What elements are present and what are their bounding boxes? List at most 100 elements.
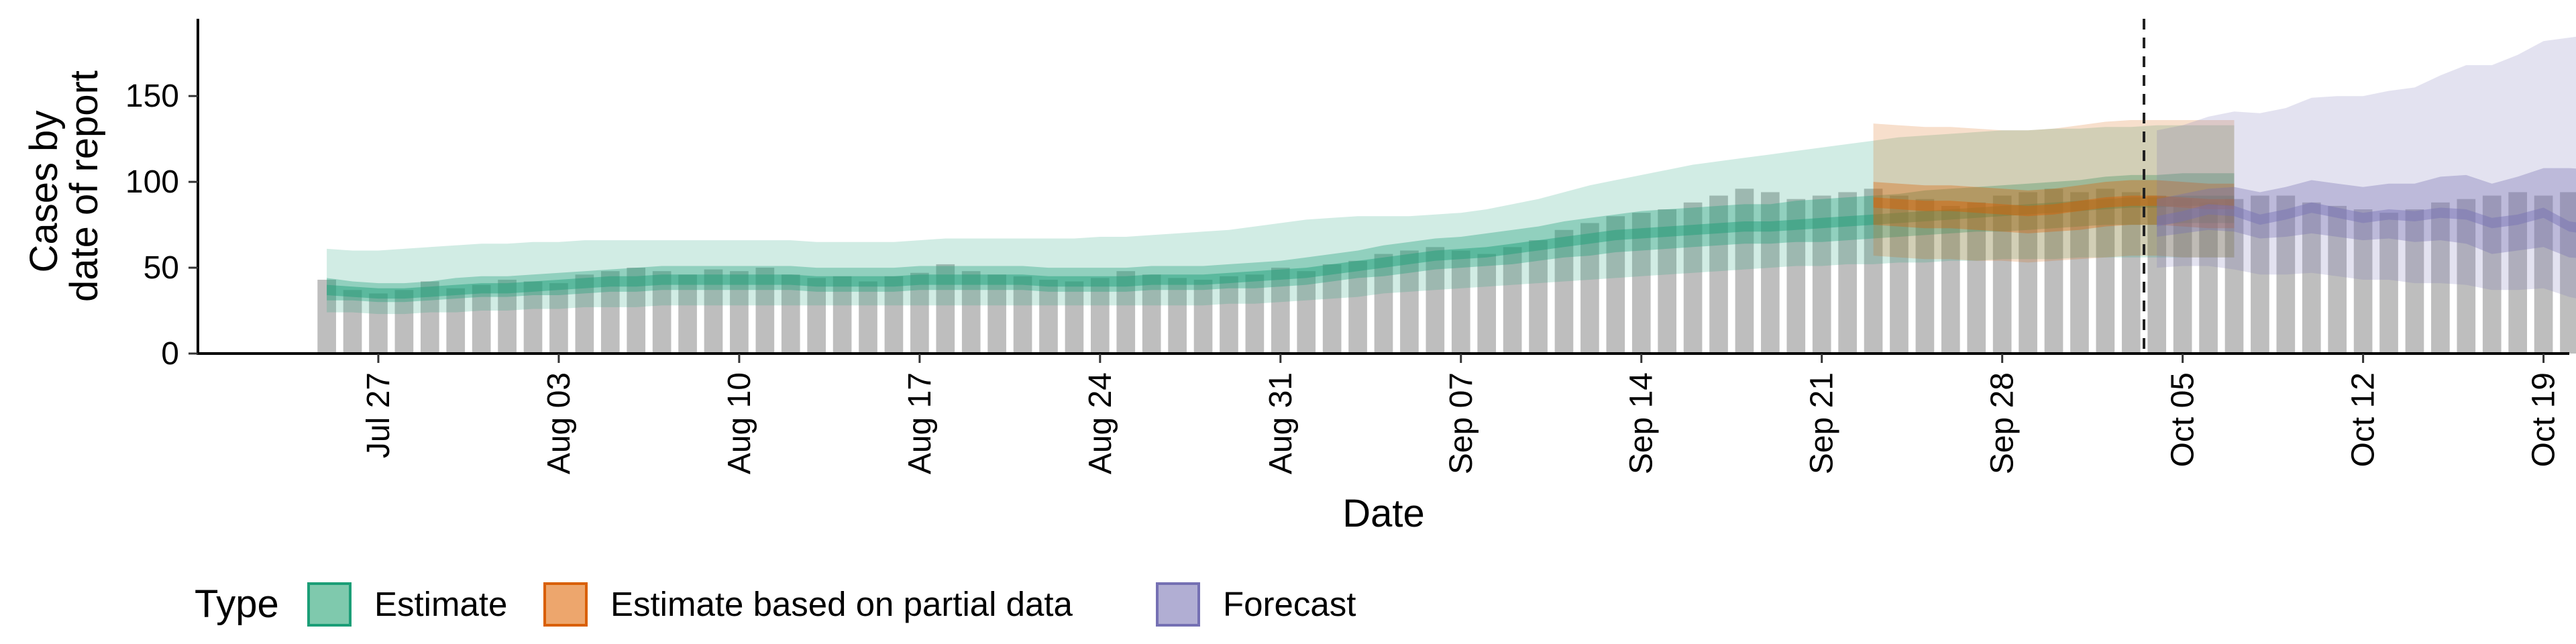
estimate-legend-swatch bbox=[307, 582, 352, 627]
observed-case-bar bbox=[1812, 195, 1831, 354]
observed-case-bar bbox=[987, 274, 1006, 354]
x-tick-label: Aug 17 bbox=[902, 372, 938, 474]
x-tick-label: Jul 27 bbox=[361, 372, 396, 458]
observed-case-bar bbox=[1529, 240, 1548, 354]
observed-case-bar bbox=[446, 288, 466, 354]
observed-case-bar bbox=[1400, 250, 1419, 354]
observed-case-bar bbox=[2457, 199, 2476, 354]
observed-case-bar bbox=[2482, 195, 2502, 354]
observed-case-bar bbox=[2147, 195, 2167, 354]
x-tick-label: Oct 12 bbox=[2346, 372, 2381, 467]
observed-case-bar bbox=[781, 274, 800, 354]
observed-case-bar bbox=[884, 276, 904, 354]
observed-case-bar bbox=[1864, 189, 1883, 354]
observed-case-bar bbox=[600, 271, 620, 354]
observed-case-bar bbox=[549, 283, 568, 354]
x-tick-label: Aug 24 bbox=[1083, 372, 1118, 474]
x-tick-label: Sep 21 bbox=[1805, 372, 1840, 474]
observed-case-bar bbox=[2044, 189, 2063, 354]
observed-case-bar bbox=[2508, 192, 2527, 354]
observed-case-bar bbox=[1941, 205, 1960, 354]
observed-case-bar bbox=[2328, 205, 2347, 354]
observed-case-bar bbox=[2224, 199, 2244, 354]
observed-case-bar bbox=[1245, 274, 1265, 354]
observed-case-bar bbox=[2353, 209, 2373, 354]
observed-case-bar bbox=[2302, 202, 2321, 354]
observed-case-bar bbox=[2431, 202, 2450, 354]
y-tick-label: 50 bbox=[144, 250, 179, 286]
observed-case-bar bbox=[1374, 254, 1393, 354]
observed-case-bar bbox=[1838, 192, 1857, 354]
observed-case-bar bbox=[394, 290, 414, 354]
observed-case-bar bbox=[1709, 195, 1728, 354]
observed-case-bar bbox=[1477, 254, 1497, 354]
observed-case-bar bbox=[2070, 192, 2089, 354]
observed-case-bar bbox=[678, 274, 697, 354]
observed-case-bar bbox=[936, 264, 955, 354]
x-tick-label: Oct 19 bbox=[2526, 372, 2562, 467]
observed-case-bar bbox=[2534, 195, 2553, 354]
observed-case-bar bbox=[343, 290, 362, 354]
estimate-90-ribbon bbox=[327, 125, 2235, 315]
estimate-legend-label: Estimate bbox=[374, 585, 507, 623]
estimate-ribbons bbox=[327, 36, 2576, 315]
forecast-legend-swatch bbox=[1156, 582, 1200, 627]
observed-case-bar bbox=[833, 276, 852, 354]
observed-case-bar bbox=[1065, 281, 1084, 354]
observed-case-bar bbox=[1271, 268, 1290, 354]
observed-case-bar bbox=[2276, 195, 2296, 354]
observed-case-bar bbox=[1168, 278, 1187, 354]
x-tick-label: Aug 10 bbox=[722, 372, 757, 474]
forecast-median-ribbon bbox=[2157, 202, 2576, 233]
observed-case-bar bbox=[730, 271, 749, 354]
observed-case-bar bbox=[1142, 274, 1161, 354]
estimate-50-ribbon bbox=[327, 173, 2235, 303]
observed-case-bar bbox=[1193, 279, 1213, 354]
observed-cases-bars bbox=[317, 189, 2576, 354]
observed-case-bar bbox=[1503, 247, 1522, 354]
observed-case-bar bbox=[1890, 195, 1909, 354]
observed-case-bar bbox=[1967, 202, 1986, 354]
legend-title: Type bbox=[195, 582, 279, 626]
observed-case-bar bbox=[755, 268, 775, 354]
observed-case-bar bbox=[1915, 199, 1935, 354]
observed-case-bar bbox=[2096, 189, 2115, 354]
y-axis-title-line-1: Cases by bbox=[22, 111, 66, 273]
observed-case-bar bbox=[2199, 202, 2218, 354]
observed-case-bar bbox=[1426, 247, 1445, 354]
x-tick-label: Sep 07 bbox=[1444, 372, 1479, 474]
observed-case-bar bbox=[1683, 202, 1703, 354]
y-axis-title: Cases by date of report bbox=[22, 70, 106, 302]
observed-case-bar bbox=[472, 284, 491, 354]
observed-case-bar bbox=[2173, 199, 2192, 354]
observed-case-bar bbox=[1013, 276, 1032, 354]
observed-case-bar bbox=[1735, 189, 1754, 354]
x-tick-label: Aug 03 bbox=[541, 372, 577, 474]
observed-case-bar bbox=[1297, 271, 1316, 354]
y-tick-label: 150 bbox=[125, 78, 179, 114]
observed-case-bar bbox=[1116, 271, 1136, 354]
observed-case-bar bbox=[859, 281, 877, 354]
observed-case-bar bbox=[2560, 192, 2576, 354]
observed-case-bar bbox=[317, 279, 336, 354]
x-tick-label: Aug 31 bbox=[1263, 372, 1299, 474]
legend: Type Estimate Estimate based on partial d… bbox=[195, 582, 1356, 627]
observed-case-bar bbox=[2019, 192, 2037, 354]
observed-case-bar bbox=[1322, 264, 1342, 354]
estimate-median-ribbon bbox=[327, 195, 2235, 299]
observed-case-bar bbox=[627, 268, 646, 354]
observed-case-bar bbox=[910, 272, 929, 354]
observed-case-bar bbox=[807, 278, 826, 354]
observed-case-bar bbox=[1091, 278, 1110, 354]
forecast-legend-label: Forecast bbox=[1223, 585, 1356, 623]
observed-case-bar bbox=[2251, 195, 2269, 354]
observed-case-bar bbox=[961, 271, 981, 354]
x-tick-label: Sep 28 bbox=[1985, 372, 2021, 474]
observed-case-bar bbox=[1992, 195, 2012, 354]
x-tick-label: Oct 05 bbox=[2165, 372, 2201, 467]
observed-case-bar bbox=[2379, 213, 2398, 354]
observed-case-bar bbox=[1554, 229, 1574, 354]
observed-case-bar bbox=[369, 293, 388, 354]
observed-case-bar bbox=[420, 281, 439, 354]
